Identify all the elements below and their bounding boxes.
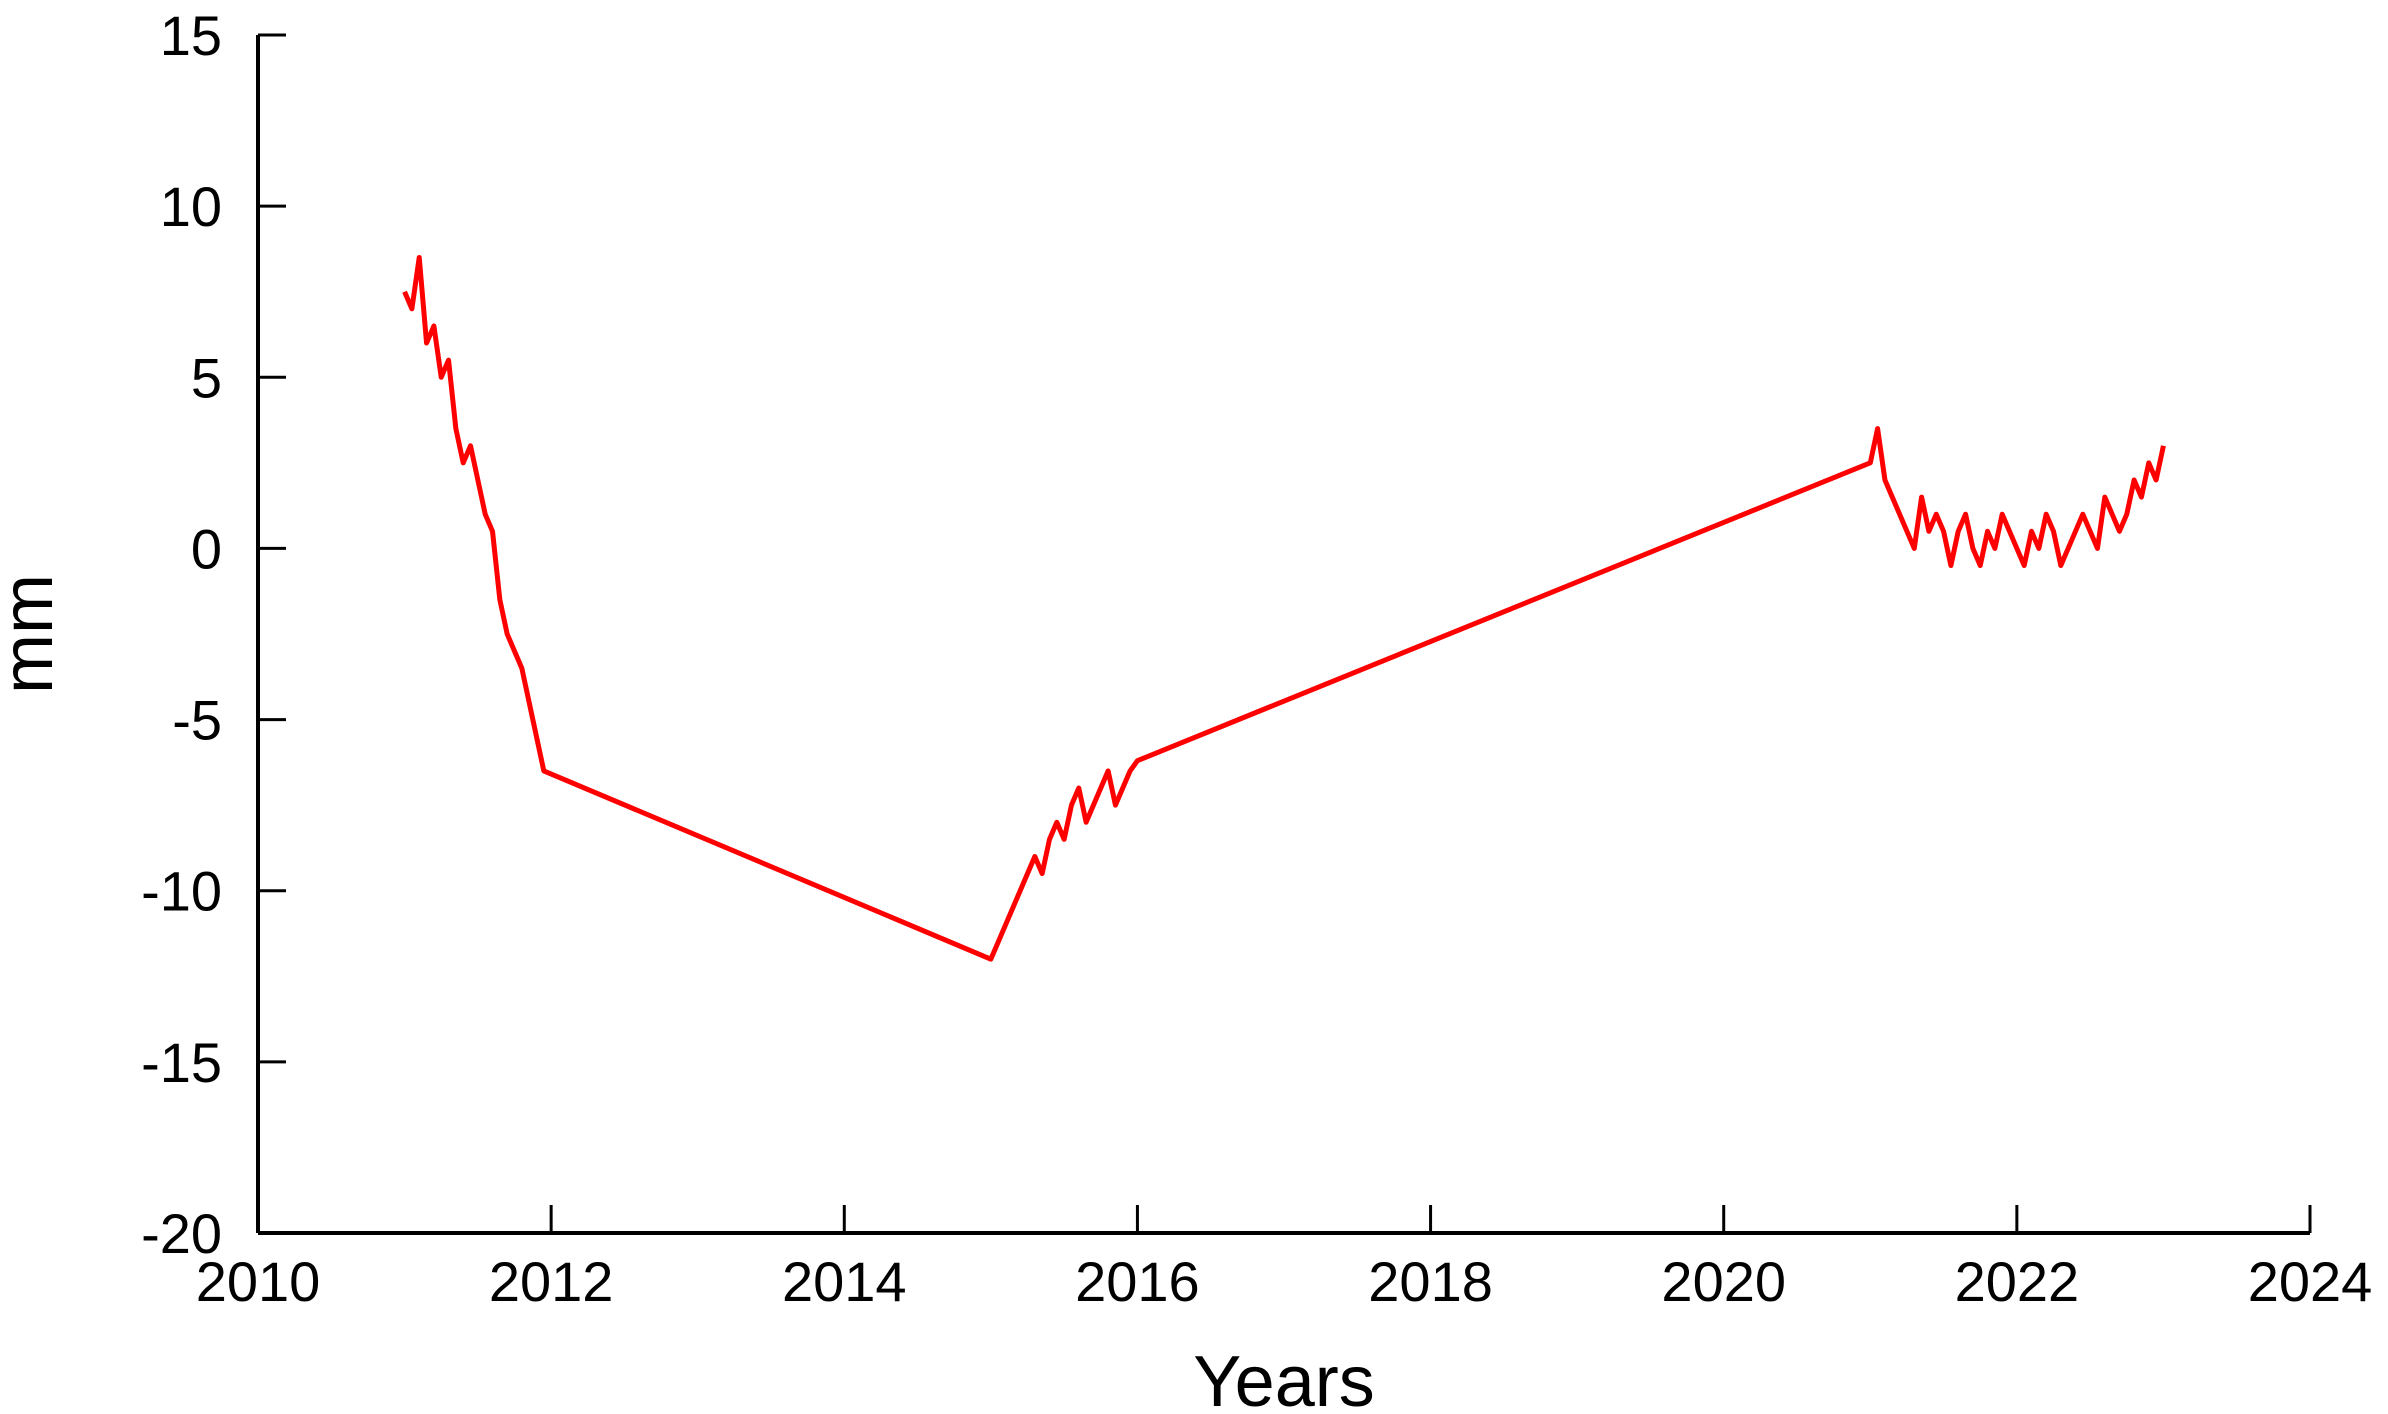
x-tick-label: 2016 [1075, 1250, 1200, 1313]
x-axis-title: Years [1193, 1342, 1374, 1414]
series-line [402, 254, 2166, 962]
y-ticks: -20 -15 -10 -5 0 5 10 15 [141, 4, 286, 1265]
x-tick-label: 2014 [782, 1250, 907, 1313]
y-tick-label: -10 [141, 860, 222, 923]
x-tick-label: 2020 [1661, 1250, 1786, 1313]
y-tick-label: 10 [160, 175, 222, 238]
y-tick-label: -15 [141, 1031, 222, 1094]
y-tick-label: -5 [172, 689, 222, 752]
axes-layer [256, 35, 2310, 1235]
x-tick-label: 2018 [1368, 1250, 1493, 1313]
y-tick-label: 5 [191, 346, 222, 409]
y-tick-label: -20 [141, 1202, 222, 1265]
series-layer [402, 254, 2166, 962]
x-tick-label: 2024 [2248, 1250, 2373, 1313]
x-tick-label: 2022 [1955, 1250, 2080, 1313]
x-tick-label: 2012 [489, 1250, 614, 1313]
y-tick-label: 0 [191, 517, 222, 580]
y-axis-title: mm [0, 574, 68, 694]
y-tick-label: 15 [160, 4, 222, 67]
x-ticks: 2010 2012 2014 2016 2018 2020 2022 2024 [196, 1205, 2373, 1313]
x-tick-label: 2010 [196, 1250, 321, 1313]
